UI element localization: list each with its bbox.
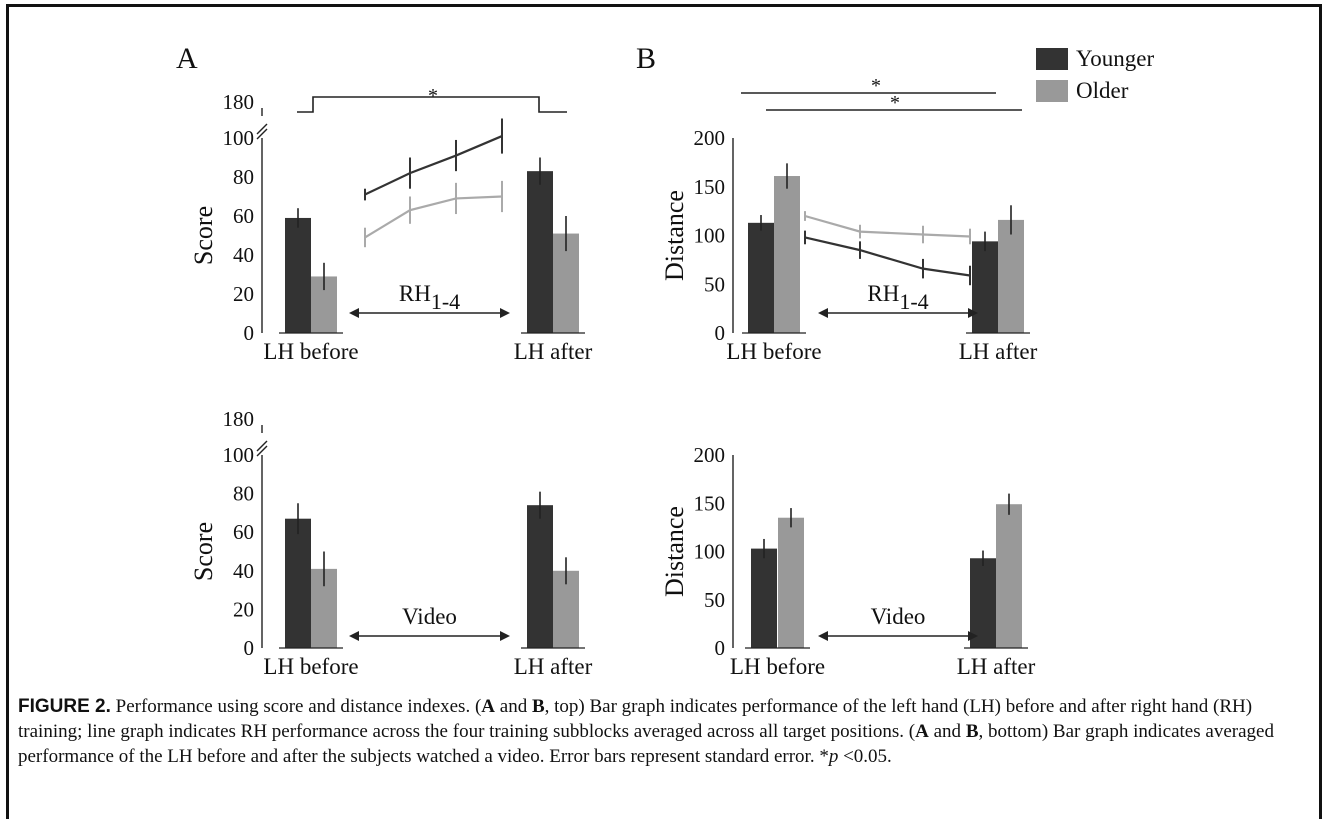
chart0-bar (285, 217, 311, 333)
caption-and-1: and (495, 696, 532, 717)
chart1-tick-label: 150 (694, 175, 726, 199)
chart3-arrow-head (968, 631, 978, 641)
chart1-significance-star: * (890, 92, 900, 114)
figure-svg: 0 20 40 60 80 100 180 Score LH before LH after RH1… (176, 42, 1155, 679)
chart1-arrow-head (968, 308, 978, 318)
chart2-tick-label: 180 (223, 407, 255, 431)
panel-label-b: B (636, 42, 656, 75)
chart3-bar (996, 504, 1022, 648)
legend-swatch (1036, 48, 1068, 70)
chart0-axis-break (256, 123, 268, 135)
chart3-category-label: LH before (730, 654, 825, 679)
chart1-category-label: LH before (726, 339, 821, 364)
chart2-tick-label: 40 (233, 559, 254, 583)
caption-lead: FIGURE 2. (18, 696, 111, 717)
chart1-tick-label: 100 (694, 224, 726, 248)
chart3-tick-label: 200 (694, 443, 726, 467)
chart0-tick-label: 100 (223, 126, 255, 150)
chart1-tick-label: 0 (715, 321, 726, 345)
caption-and-2: and (928, 721, 966, 742)
legend-label: Younger (1076, 46, 1155, 71)
chart0-tick-label: 20 (233, 282, 254, 306)
caption-text-2: , top) Bar graph indicates performance o… (18, 696, 1253, 742)
chart2-arrow-label: Video (402, 604, 457, 629)
chart1-bar (774, 176, 800, 333)
chart2-tick-label: 100 (223, 443, 255, 467)
chart3-tick-label: 0 (715, 636, 726, 660)
figure-caption: FIGURE 2. Performance using score and di… (18, 694, 1314, 769)
chart2-category-label: LH after (514, 654, 593, 679)
chart2-arrow-head (500, 631, 510, 641)
chart1-category-label: LH after (959, 339, 1038, 364)
chart3-tick-label: 100 (694, 540, 726, 564)
chart2-axis-break (256, 445, 268, 457)
chart0-axis-break (256, 128, 268, 140)
caption-p: p (828, 746, 839, 767)
chart1-bar (748, 222, 774, 333)
chart3-arrow-head (818, 631, 828, 641)
caption-text-4: <0.05. (838, 746, 892, 767)
chart3-bar (778, 517, 804, 648)
chart0-bar (527, 171, 553, 333)
chart2-tick-label: 80 (233, 482, 254, 506)
chart0-arrow-head (349, 308, 359, 318)
chart3-bar (751, 548, 777, 648)
chart1-bar (972, 241, 998, 333)
chart2-arrow-head (349, 631, 359, 641)
chart3-bar (970, 558, 996, 648)
chart1-arrow-head (818, 308, 828, 318)
chart2-bar (527, 505, 553, 648)
chart0-arrow-label: RH1-4 (399, 281, 460, 314)
chart0-category-label: LH before (263, 339, 358, 364)
caption-panel-b-2: B (965, 721, 979, 742)
chart2-bar (285, 518, 311, 648)
figure-frame (6, 4, 1322, 819)
chart3-tick-label: 50 (704, 588, 725, 612)
chart0-y-label: Score (189, 206, 218, 265)
chart0-significance-bracket (297, 96, 567, 113)
chart2-tick-label: 20 (233, 597, 254, 621)
chart0-arrow-head (500, 308, 510, 318)
chart0-tick-label: 40 (233, 243, 254, 267)
panel-label-a: A (176, 42, 198, 75)
chart0-tick-label: 180 (223, 90, 255, 114)
chart1-tick-label: 50 (704, 272, 725, 296)
chart2-tick-label: 60 (233, 520, 254, 544)
chart2-category-label: LH before (263, 654, 358, 679)
chart0-inset-line (364, 195, 503, 239)
chart0-tick-label: 0 (244, 321, 255, 345)
chart3-y-label: Distance (660, 506, 689, 597)
chart0-inset-line (364, 135, 503, 196)
chart2-tick-label: 0 (244, 636, 255, 660)
caption-text-1: Performance using score and distance ind… (110, 696, 482, 717)
chart0-tick-label: 60 (233, 204, 254, 228)
chart3-category-label: LH after (957, 654, 1036, 679)
chart1-y-label: Distance (660, 190, 689, 281)
chart3-tick-label: 150 (694, 491, 726, 515)
chart1-arrow-label: RH1-4 (867, 281, 928, 314)
chart1-significance-star: * (871, 75, 881, 97)
caption-panel-a-2: A (915, 721, 929, 742)
caption-panel-a-1: A (481, 696, 496, 717)
caption-panel-b-1: B (531, 696, 545, 717)
chart0-category-label: LH after (514, 339, 593, 364)
chart1-inset-line (804, 236, 971, 277)
chart3-arrow-label: Video (871, 604, 926, 629)
chart2-y-label: Score (189, 522, 218, 581)
chart1-bar (998, 219, 1024, 333)
legend-swatch (1036, 80, 1068, 102)
legend-label: Older (1076, 78, 1129, 103)
chart0-tick-label: 80 (233, 165, 254, 189)
caption-text-3: , bottom) Bar graph indicates averaged p… (18, 721, 1274, 767)
chart0-significance-star: * (428, 85, 438, 107)
chart1-inset-line (804, 214, 971, 238)
chart2-axis-break (256, 440, 268, 452)
chart1-tick-label: 200 (694, 126, 726, 150)
